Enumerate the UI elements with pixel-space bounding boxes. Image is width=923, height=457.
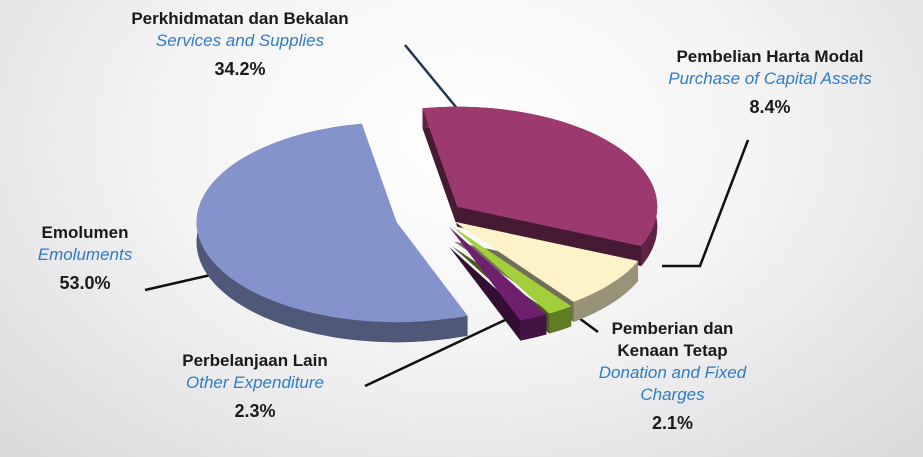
slice	[196, 123, 468, 323]
value-label: 2.3%	[234, 401, 276, 421]
leader-line	[404, 44, 461, 113]
value-label: 8.4%	[749, 97, 791, 117]
label-english: Emoluments	[37, 245, 133, 264]
label-english: Purchase of Capital Assets	[668, 69, 872, 88]
label-malay: Pemberian dan Kenaan Tetap	[611, 319, 734, 360]
slice	[422, 106, 658, 247]
value-label: 2.1%	[651, 413, 694, 433]
slice	[451, 226, 572, 314]
slice-label: Emolumen Emoluments 53.0%	[10, 222, 160, 294]
slice	[454, 221, 639, 302]
slice-label: Perbelanjaan Lain Other Expenditure 2.3%	[120, 350, 390, 422]
slice-label: Pembelian Harta Modal Purchase of Capita…	[610, 46, 923, 118]
slice-label: Pemberian dan Kenaan Tetap Donation and …	[585, 318, 760, 434]
label-malay: Perkhidmatan dan Bekalan	[131, 9, 349, 28]
value-label: 53.0%	[59, 273, 111, 293]
label-english: Donation and Fixed Charges	[598, 363, 747, 404]
leader-line	[144, 272, 216, 292]
slice-side	[196, 123, 468, 343]
slice-label: Perkhidmatan dan Bekalan Services and Su…	[60, 8, 420, 80]
label-english: Other Expenditure	[186, 373, 324, 392]
leader-line	[662, 139, 750, 268]
leader-line	[364, 310, 523, 388]
slice-side	[549, 306, 572, 334]
label-malay: Perbelanjaan Lain	[182, 351, 328, 370]
slice-side	[520, 314, 547, 341]
slice-side	[573, 261, 639, 322]
slice	[449, 226, 547, 321]
label-english: Services and Supplies	[155, 31, 325, 50]
value-label: 34.2%	[214, 59, 266, 79]
label-malay: Pembelian Harta Modal	[676, 47, 864, 66]
label-malay: Emolumen	[41, 223, 129, 242]
